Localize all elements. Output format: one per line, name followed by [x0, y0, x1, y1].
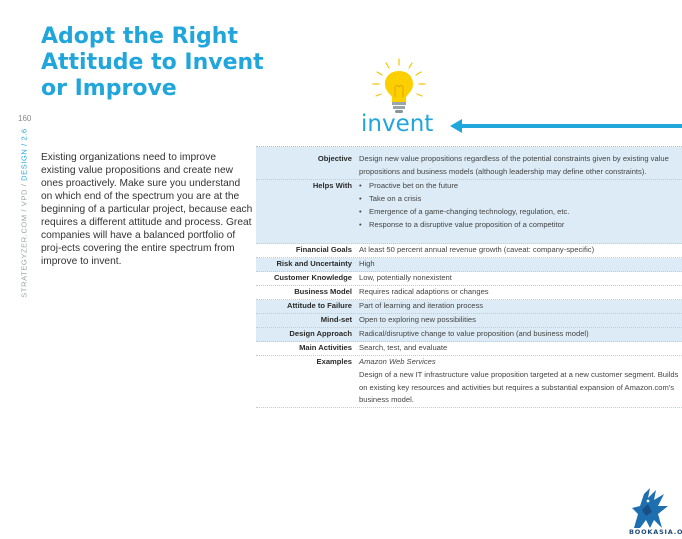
row-label: Examples	[316, 356, 352, 366]
attributes-table: Objective Design new value propositions …	[256, 146, 682, 409]
row-design-approach: Design Approach Radical/disruptive chang…	[256, 327, 682, 342]
row-value: Open to exploring new possibilities	[359, 314, 476, 324]
list-item: Proactive bet on the future	[359, 180, 682, 193]
side-label: STRATEGYZER.COM / VPD / DESIGN / 2.6	[17, 127, 31, 298]
intro-paragraph: Existing organizations need to improve e…	[41, 152, 253, 267]
watermark-text: BOOKASIA.ORG	[629, 528, 682, 536]
row-value: Search, test, and evaluate	[359, 342, 448, 352]
row-risk: Risk and Uncertainty High	[256, 258, 682, 273]
row-label: Customer Knowledge	[273, 273, 352, 283]
side-label-site: STRATEGYZER.COM / VPD /	[19, 180, 29, 298]
row-customer-knowledge: Customer Knowledge Low, potentially none…	[256, 272, 682, 287]
row-financial-goals: Financial Goals At least 50 percent annu…	[256, 244, 682, 259]
row-value: Design new value propositions regardless…	[359, 154, 669, 176]
row-attitude-to-failure: Attitude to Failure Part of learning and…	[256, 300, 682, 314]
row-label: Objective	[317, 154, 352, 163]
row-label: Main Activities	[299, 342, 352, 352]
row-value: Part of learning and iteration process	[359, 301, 484, 311]
row-value: At least 50 percent annual revenue growt…	[359, 245, 595, 255]
list-item: Take on a crisis	[359, 193, 682, 206]
row-main-activities: Main Activities Search, test, and evalua…	[256, 342, 682, 356]
row-label: Financial Goals	[295, 245, 352, 255]
row-value: Radical/disruptive change to value propo…	[359, 328, 589, 338]
row-label: Business Model	[294, 287, 352, 297]
example-description: Design of a new IT infrastructure value …	[359, 369, 679, 405]
page-title: Adopt the Right Attitude to Invent or Im…	[41, 24, 264, 101]
row-label: Risk and Uncertainty	[276, 259, 352, 269]
row-label: Design Approach	[289, 328, 352, 338]
list-item: Emergence of a game-changing technology,…	[359, 206, 682, 219]
arrow-left-icon	[450, 119, 682, 133]
row-value: Requires radical adaptions or changes	[359, 287, 489, 297]
row-mindset: Mind-set Open to exploring new possibili…	[256, 313, 682, 328]
side-label-section: DESIGN / 2.6	[19, 127, 29, 181]
griffin-logo-icon	[632, 488, 668, 528]
row-value: High	[359, 259, 375, 269]
example-company: Amazon Web Services	[359, 356, 436, 366]
row-label: Helps With	[312, 180, 352, 190]
lightbulb-icon	[372, 58, 426, 113]
helps-with-list: Proactive bet on the future Take on a cr…	[359, 180, 682, 232]
list-item: Response to a disruptive value propositi…	[359, 219, 682, 232]
row-label: Mind-set	[320, 314, 352, 324]
page-number: 160	[18, 114, 32, 123]
row-label: Attitude to Failure	[287, 301, 352, 311]
row-objective: Objective Design new value propositions …	[256, 147, 682, 180]
row-business-model: Business Model Requires radical adaption…	[256, 286, 682, 301]
row-helps-with: Helps With Proactive bet on the future T…	[256, 179, 682, 245]
row-value: Low, potentially nonexistent	[359, 273, 452, 283]
row-examples: Examples Amazon Web Services Design of a…	[256, 356, 682, 409]
invent-label: invent	[361, 111, 434, 137]
